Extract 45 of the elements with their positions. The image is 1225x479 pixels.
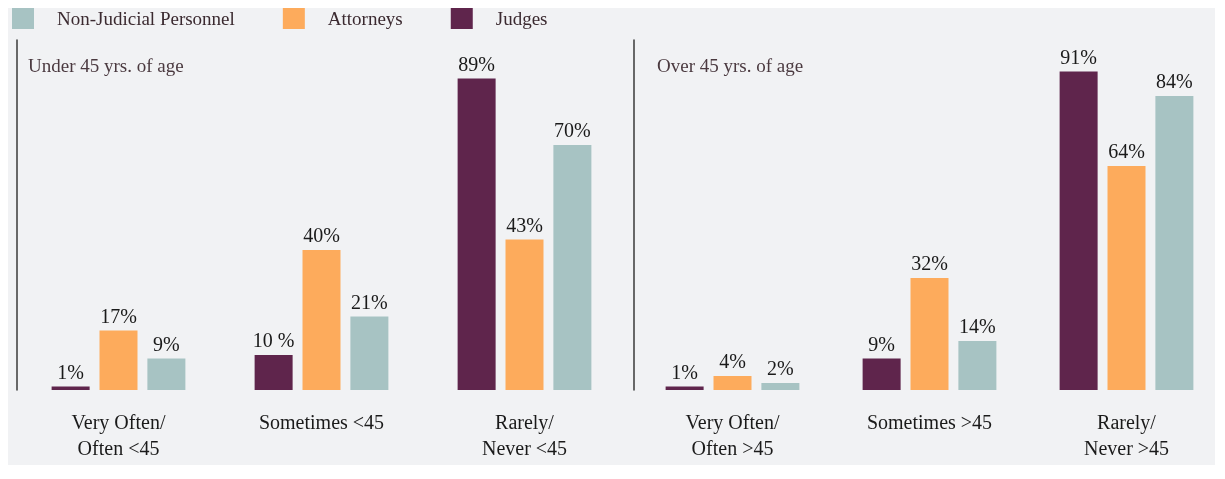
data-label: 9% (868, 332, 895, 355)
data-label: 14% (959, 315, 996, 337)
x-tick-label: Rarely/ Never <45 (481, 411, 568, 459)
bar (147, 358, 186, 390)
data-label: 64% (1108, 140, 1145, 162)
data-label: 21% (351, 290, 388, 313)
x-tick-label: Rarely/ Never >45 (1083, 411, 1170, 459)
data-label: 89% (458, 52, 495, 75)
data-label: 1% (671, 360, 698, 383)
bar (457, 78, 496, 390)
x-tick-label: Very Often/ Often >45 (685, 411, 780, 459)
data-label: 9% (153, 332, 180, 355)
x-tick-label: Very Often/ Often <45 (71, 411, 166, 459)
bar (99, 330, 138, 390)
data-label: 70% (554, 119, 591, 141)
bar (1059, 71, 1098, 390)
data-label: 17% (100, 304, 137, 327)
data-label: 40% (303, 224, 340, 246)
bar (553, 145, 592, 390)
chart-title: Over 45 yrs. of age (657, 55, 804, 76)
bar (1107, 166, 1146, 390)
data-label: 84% (1156, 70, 1193, 92)
bar (1155, 96, 1194, 390)
data-label: 1% (57, 360, 84, 383)
legend-label: Attorneys (327, 8, 403, 29)
bar (302, 250, 341, 390)
legend-label: Non-Judicial Personnel (57, 8, 235, 29)
bar (350, 316, 389, 390)
bar (713, 376, 752, 390)
data-label: 2% (767, 357, 794, 379)
data-label: 32% (911, 252, 948, 274)
data-label: 43% (506, 213, 543, 236)
bar (505, 239, 544, 390)
x-tick-label: Sometimes <45 (258, 411, 385, 433)
bar (910, 278, 949, 390)
bar (761, 383, 800, 390)
legend-label: Judges (495, 8, 548, 29)
data-label: 10 % (252, 329, 295, 351)
chart-title: Under 45 yrs. of age (28, 55, 184, 76)
bar (958, 341, 997, 390)
bar (862, 358, 901, 390)
data-label: 4% (719, 350, 746, 372)
bar (254, 355, 293, 390)
data-label: 91% (1060, 45, 1097, 68)
x-tick-label: Sometimes >45 (866, 411, 993, 433)
